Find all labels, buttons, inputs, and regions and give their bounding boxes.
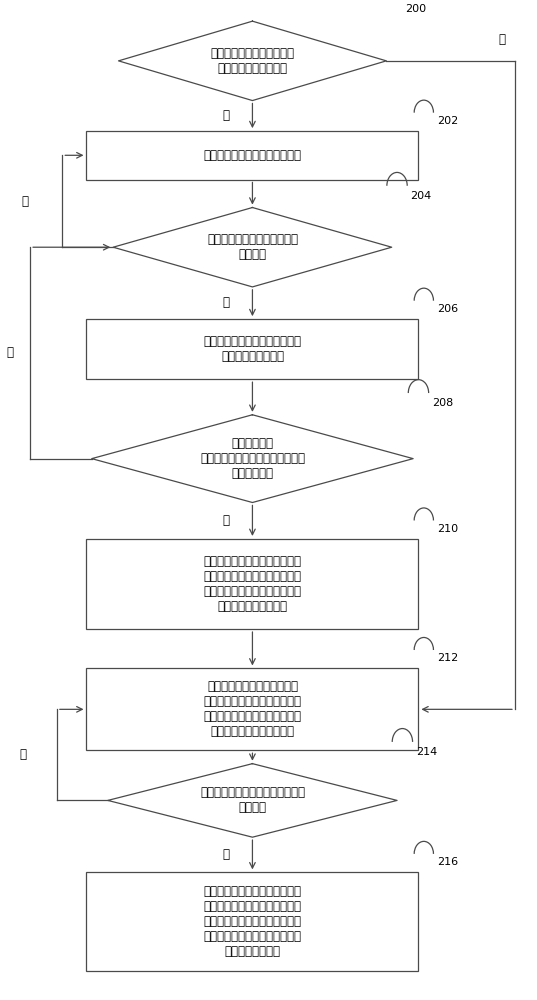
Bar: [86, 319, 418, 379]
Text: 否: 否: [222, 109, 229, 122]
Text: 判断是否求取
到预设数量组的回波数据中各组的
回波数据均值: 判断是否求取 到预设数量组的回波数据中各组的 回波数据均值: [200, 437, 305, 480]
Text: 212: 212: [437, 653, 459, 663]
Bar: [86, 668, 418, 750]
Text: 是: 是: [222, 514, 229, 527]
Text: 206: 206: [437, 304, 459, 314]
Text: 获取当前状态下的多个回波数
据，与当前车位状态下的车位状
态基准数据进行马氏距离计算，
得到多个马氏距离计算结果: 获取当前状态下的多个回波数 据，与当前车位状态下的车位状 态基准数据进行马氏距离…: [204, 680, 301, 738]
Text: 计算采集到的预设数量组的回波
数据均值并进行存储: 计算采集到的预设数量组的回波 数据均值并进行存储: [204, 335, 301, 363]
Text: 200: 200: [405, 4, 426, 14]
Text: 214: 214: [416, 747, 437, 757]
Text: 208: 208: [432, 398, 453, 408]
Text: 204: 204: [410, 191, 432, 201]
Bar: [86, 872, 418, 971]
Text: 210: 210: [437, 524, 459, 534]
Text: 否: 否: [20, 748, 27, 761]
Text: 判断是否已有当前车位状态
下的车位状态基准数据: 判断是否已有当前车位状态 下的车位状态基准数据: [211, 47, 294, 75]
Text: 否: 否: [21, 195, 28, 208]
Polygon shape: [108, 764, 397, 837]
Text: 是: 是: [222, 848, 229, 861]
Text: 通过微带天线采集多组回波数据: 通过微带天线采集多组回波数据: [204, 149, 301, 162]
Text: 去掉各组回波数据均值的最值，
并计算去掉最值后各组回波数据
均的均值数据作为当前车位状态
下的车位状态基准数据: 去掉各组回波数据均值的最值， 并计算去掉最值后各组回波数据 均的均值数据作为当前…: [204, 555, 301, 613]
Text: 是: 是: [222, 296, 229, 309]
Text: 否: 否: [7, 346, 14, 359]
Bar: [86, 539, 418, 629]
Text: 判断是否采集了预设组数量的
回波数据: 判断是否采集了预设组数量的 回波数据: [207, 233, 298, 261]
Bar: [86, 131, 418, 180]
Text: 判断是否得到预设数量的马氏距离
计算结果: 判断是否得到预设数量的马氏距离 计算结果: [200, 786, 305, 814]
Text: 216: 216: [437, 857, 459, 867]
Text: 是: 是: [498, 33, 505, 46]
Polygon shape: [113, 208, 391, 287]
Polygon shape: [119, 21, 386, 101]
Text: 202: 202: [437, 116, 459, 126]
Polygon shape: [92, 415, 413, 503]
Text: 去掉多个马氏距离计算结果中的
最值，计算去掉最值后的多个马
氏距离计算结果的均值，并将计
算得到的均值作为与每个微波检
测器对应的调整值: 去掉多个马氏距离计算结果中的 最值，计算去掉最值后的多个马 氏距离计算结果的均值…: [204, 885, 301, 958]
